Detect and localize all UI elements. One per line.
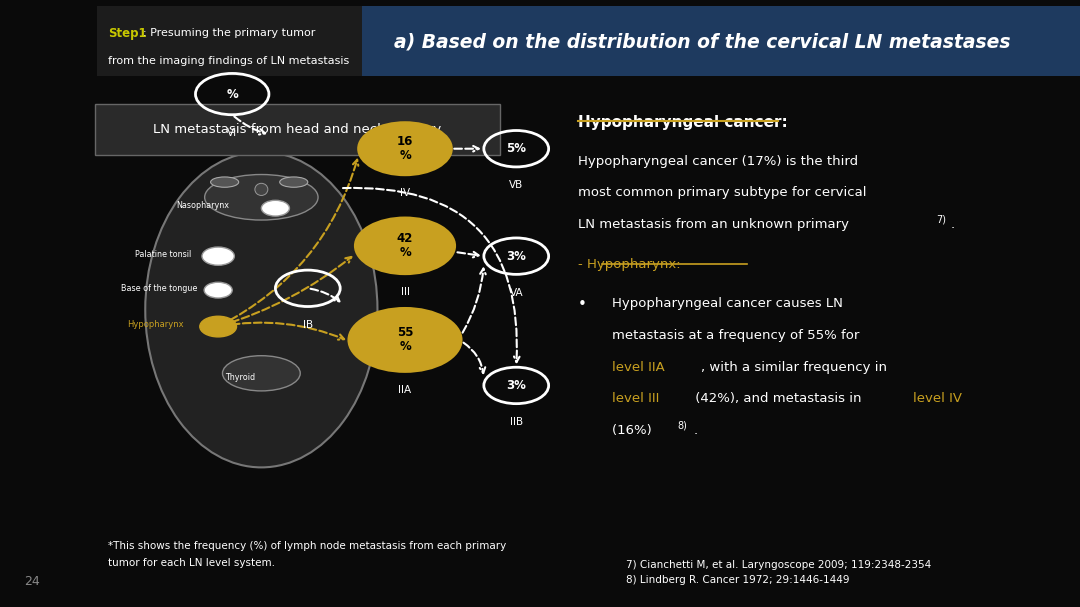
Text: level IIA: level IIA	[612, 361, 665, 373]
Text: 5%: 5%	[507, 142, 526, 155]
Text: 8): 8)	[677, 421, 687, 430]
Text: 55
%: 55 %	[396, 327, 414, 353]
Circle shape	[261, 200, 289, 216]
Text: %: %	[227, 87, 238, 101]
Text: LN metastasis from head and neck primary: LN metastasis from head and neck primary	[153, 123, 441, 137]
Text: *This shows the frequency (%) of lymph node metastasis from each primary: *This shows the frequency (%) of lymph n…	[108, 541, 507, 551]
Text: 7) Cianchetti M, et al. Laryngoscope 2009; 119:2348-2354: 7) Cianchetti M, et al. Laryngoscope 200…	[626, 560, 932, 569]
Text: .: .	[950, 218, 955, 231]
Ellipse shape	[146, 152, 378, 467]
Text: tumor for each LN level system.: tumor for each LN level system.	[108, 558, 275, 568]
Circle shape	[349, 308, 461, 371]
Text: 8) Lindberg R. Cancer 1972; 29:1446-1449: 8) Lindberg R. Cancer 1972; 29:1446-1449	[626, 575, 850, 585]
Ellipse shape	[255, 183, 268, 195]
Circle shape	[200, 316, 237, 337]
Text: 16
%: 16 %	[396, 135, 414, 162]
Circle shape	[355, 218, 455, 274]
Text: Hypopharyngeal cancer (17%) is the third: Hypopharyngeal cancer (17%) is the third	[578, 155, 858, 168]
Text: .: .	[693, 424, 698, 436]
Text: , with a similar frequency in: , with a similar frequency in	[701, 361, 887, 373]
FancyBboxPatch shape	[95, 104, 500, 155]
Text: level III: level III	[612, 392, 660, 405]
Text: Step1: Step1	[108, 27, 147, 40]
Text: level IV: level IV	[913, 392, 961, 405]
Text: - Hypopharynx:: - Hypopharynx:	[578, 258, 680, 271]
Text: 3%: 3%	[507, 379, 526, 392]
Text: Hypopharynx: Hypopharynx	[127, 320, 184, 329]
Text: Hypopharyngeal cancer:: Hypopharyngeal cancer:	[578, 115, 787, 131]
FancyBboxPatch shape	[362, 6, 1080, 76]
Text: LN metastasis from an unknown primary: LN metastasis from an unknown primary	[578, 218, 853, 231]
Text: Hypopharyngeal cancer causes LN: Hypopharyngeal cancer causes LN	[612, 297, 843, 310]
Text: metastasis at a frequency of 55% for: metastasis at a frequency of 55% for	[612, 329, 860, 342]
Ellipse shape	[211, 177, 239, 187]
Text: most common primary subtype for cervical: most common primary subtype for cervical	[578, 186, 866, 199]
Circle shape	[204, 282, 232, 298]
FancyBboxPatch shape	[97, 6, 362, 76]
Text: Thyroid: Thyroid	[225, 373, 255, 382]
Text: Nasopharynx: Nasopharynx	[176, 200, 229, 209]
Text: from the imaging findings of LN metastasis: from the imaging findings of LN metastas…	[108, 56, 349, 66]
Text: IIB: IIB	[510, 417, 523, 427]
Text: (42%), and metastasis in: (42%), and metastasis in	[691, 392, 866, 405]
Text: 42
%: 42 %	[396, 232, 414, 259]
Ellipse shape	[280, 177, 308, 187]
Text: (16%): (16%)	[612, 424, 657, 436]
Circle shape	[359, 123, 451, 175]
Text: •: •	[578, 297, 586, 313]
Text: 3%: 3%	[507, 249, 526, 263]
Text: Base of the tongue: Base of the tongue	[121, 284, 198, 293]
Text: 24: 24	[24, 575, 40, 588]
Text: : Presuming the primary tumor: : Presuming the primary tumor	[143, 29, 315, 38]
Text: a) Based on the distribution of the cervical LN metastases: a) Based on the distribution of the cerv…	[394, 33, 1011, 52]
Ellipse shape	[205, 175, 319, 220]
Text: VI: VI	[227, 128, 238, 138]
Circle shape	[202, 247, 234, 265]
Text: VB: VB	[509, 180, 524, 190]
Text: IB: IB	[302, 320, 313, 330]
Text: Palatine tonsil: Palatine tonsil	[135, 250, 191, 259]
Text: IIA: IIA	[399, 385, 411, 395]
Text: III: III	[401, 287, 409, 297]
Text: IV: IV	[400, 188, 410, 198]
Ellipse shape	[222, 356, 300, 391]
Text: VA: VA	[510, 288, 523, 297]
Text: 7): 7)	[936, 215, 946, 225]
